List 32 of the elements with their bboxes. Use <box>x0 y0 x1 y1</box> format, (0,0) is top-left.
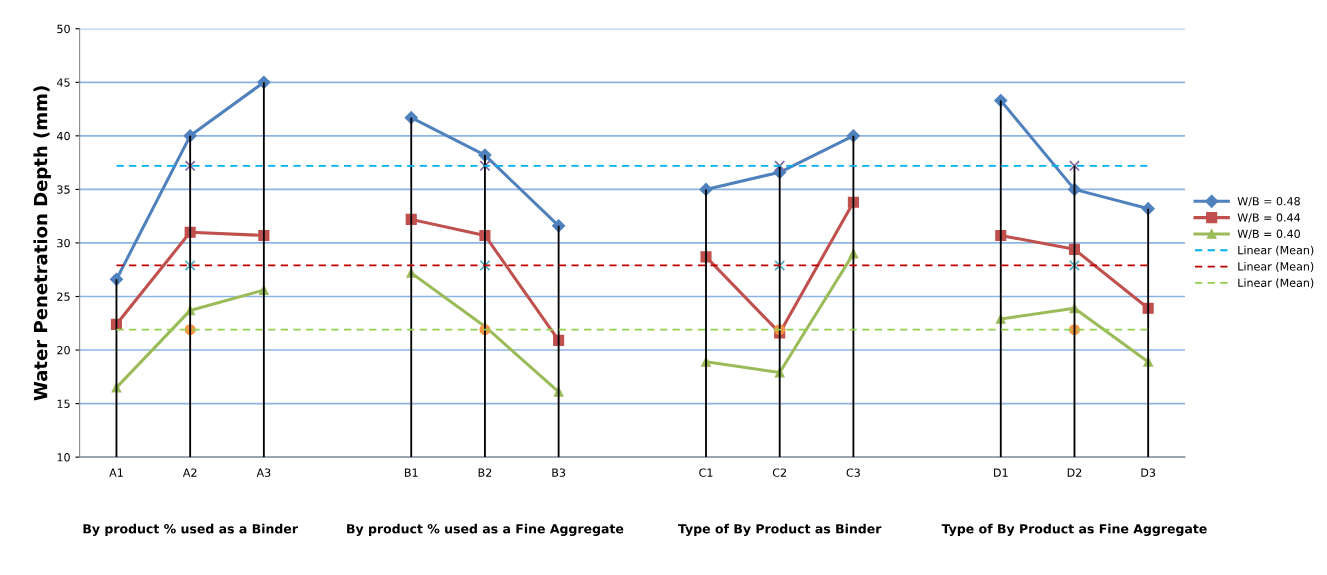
x-tick-label: D2 <box>1067 468 1082 477</box>
legend-label: W/B = 0.44 <box>1237 213 1301 223</box>
y-tick-label: 20 <box>57 346 70 355</box>
text: By product % used as a Binder <box>83 523 298 536</box>
y-tick-label: 50 <box>57 24 70 34</box>
y-tick-label: 35 <box>57 185 70 194</box>
x-tick-label: D1 <box>994 468 1008 477</box>
x-tick-label: C3 <box>846 468 860 477</box>
y-tick-label: 45 <box>57 78 70 87</box>
x-tick-label: D3 <box>1141 468 1156 477</box>
x-tick-label: B1 <box>404 468 418 477</box>
y-axis-title: Water Penetration Depth (mm) <box>33 86 51 401</box>
y-tick-label: 10 <box>57 453 70 462</box>
text: Type of By Product as Binder <box>678 523 882 536</box>
y-tick-label: 40 <box>57 131 70 141</box>
x-tick-label: B2 <box>478 468 492 477</box>
text: Type of By Product as Fine Aggregate <box>941 523 1207 536</box>
y-tick-label: 15 <box>57 399 70 408</box>
x-tick-label: A1 <box>109 468 123 477</box>
legend-label: W/B = 0.48 <box>1237 196 1300 207</box>
legend-label: W/B = 0.40 <box>1237 229 1300 239</box>
legend-label: Linear (Mean) <box>1238 278 1314 289</box>
legend-label: Linear (Mean) <box>1238 262 1314 272</box>
x-tick-label: B3 <box>552 468 566 477</box>
x-tick-label: C1 <box>699 468 713 477</box>
x-tick-label: A2 <box>182 468 197 477</box>
x-tick-label: A3 <box>256 468 271 477</box>
x-tick-label: C2 <box>772 468 786 477</box>
legend-label: Linear (Mean) <box>1238 245 1314 256</box>
y-tick-label: 25 <box>57 292 70 301</box>
text: By product % used as a Fine Aggregate <box>347 523 624 536</box>
y-tick-label: 30 <box>57 238 70 248</box>
